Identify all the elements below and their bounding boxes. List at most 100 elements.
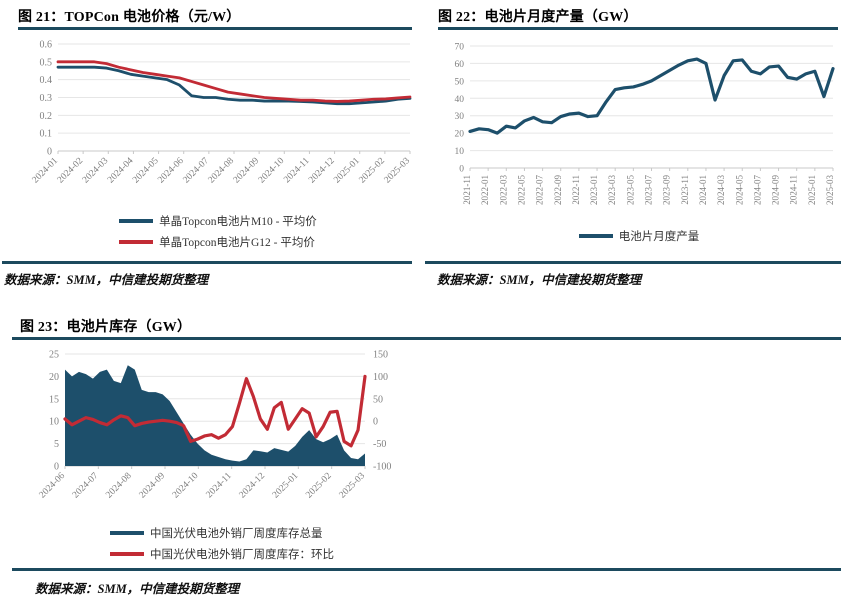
line-series [468, 57, 835, 135]
right-y-axis-tick-label: -50 [373, 439, 386, 450]
legend-swatch [110, 531, 144, 535]
y-axis-tick-label: 0.2 [40, 111, 53, 122]
x-axis-tick-label: 2025-01 [807, 175, 817, 205]
figure23-source-divider [12, 568, 841, 571]
figure21-title: 图 21：TOPCon 电池价格（元/W） [18, 10, 241, 25]
figure22-source: 数据来源：SMM，中信建投期货整理 [437, 273, 642, 287]
right-y-axis-tick-label: 150 [373, 350, 388, 361]
x-axis-tick-label: 2024-07 [71, 471, 101, 501]
x-axis-tick-label: 2024-10 [171, 471, 201, 501]
x-axis-tick-label: 2025-03 [825, 175, 835, 205]
x-axis-tick-label: 2022-07 [535, 175, 545, 205]
figure21-source-divider [2, 261, 412, 264]
y-axis-tick-label: 20 [455, 130, 465, 140]
x-axis-tick-label: 2024-10 [257, 156, 287, 186]
figure22-title: 图 22：电池片月度产量（GW） [438, 10, 638, 25]
y-axis-tick-label: 25 [49, 350, 59, 361]
x-axis-tick-label: 2022-01 [480, 175, 490, 205]
figure21-source: 数据来源：SMM，中信建投期货整理 [4, 273, 209, 287]
x-axis-tick-label: 2025-02 [358, 156, 388, 186]
x-axis-tick-label: 2024-06 [38, 471, 68, 501]
x-axis-tick-label: 2024-12 [238, 471, 268, 501]
y-axis-tick-label: 0.5 [40, 57, 53, 68]
x-axis-tick-label: 2024-09 [771, 175, 781, 205]
x-axis-tick-label: 2021-11 [462, 175, 472, 205]
x-axis-tick-label: 2024-11 [282, 156, 311, 185]
legend: 单晶Topcon电池片M10 - 平均价 单晶Topcon电池片G12 - 平均价 [119, 213, 317, 250]
x-axis-tick-label: 2025-01 [332, 156, 362, 186]
x-axis-tick-label: 2024-08 [207, 156, 237, 186]
x-axis-tick-label: 2023-05 [625, 175, 635, 205]
y-axis-tick-label: 0.1 [40, 129, 53, 140]
x-axis-tick-label: 2024-06 [156, 156, 186, 186]
x-axis-tick-label: 2023-01 [589, 175, 599, 205]
x-axis-tick-label: 2024-01 [698, 175, 708, 205]
legend-swatch [119, 240, 154, 244]
y-axis-tick-label: 15 [49, 394, 59, 405]
y-axis-tick-label: 10 [455, 147, 465, 157]
legend: 中国光伏电池外销厂周度库存总量中国光伏电池外销厂周度库存：环比 [110, 525, 334, 562]
x-axis-tick-label: 2025-02 [304, 471, 334, 501]
figure22-source-divider [425, 261, 841, 264]
y-axis-tick-label: 5 [54, 439, 59, 450]
legend-swatch [110, 552, 144, 556]
legend-label: 中国光伏电池外销厂周度库存总量 [150, 528, 323, 540]
x-axis-tick-label: 2022-11 [571, 175, 581, 205]
y-axis-tick-label: 0 [54, 462, 59, 473]
x-axis-tick-label: 2023-09 [662, 175, 672, 205]
figure23-title-divider [12, 337, 841, 340]
legend-label: 单晶Topcon电池片G12 - 平均价 [159, 237, 315, 249]
legend-item: 中国光伏电池外销厂周度库存总量 [110, 525, 323, 541]
figure22-title-divider [438, 27, 838, 30]
x-axis-tick-label: 2023-03 [607, 175, 617, 205]
area-series [65, 365, 365, 466]
y-axis-tick-label: 60 [455, 60, 465, 70]
y-axis-tick-label: 50 [455, 77, 465, 87]
y-axis-tick-label: 0.6 [40, 40, 53, 51]
figure23-source: 数据来源：SMM，中信建投期货整理 [35, 582, 240, 596]
x-axis-tick-label: 2024-08 [104, 471, 134, 501]
y-axis-tick-label: 0 [47, 147, 52, 158]
line-series [63, 374, 367, 448]
x-axis-tick-label: 2024-04 [106, 156, 136, 186]
legend-item: 中国光伏电池外销厂周度库存：环比 [110, 546, 334, 562]
y-axis-tick-label: 0.4 [40, 75, 53, 86]
legend-swatch [578, 234, 613, 238]
y-axis-tick-label: 20 [49, 372, 59, 383]
figure23-legend: 中国光伏电池外销厂周度库存总量中国光伏电池外销厂周度库存：环比 [12, 525, 432, 562]
x-axis-tick-label: 2024-07 [182, 156, 212, 186]
figure23-chart: 0 5 10 15 20 25 -100 -50 0 50 100 150 2024-06 2024-07… [38, 350, 392, 501]
figure21-legend: 单晶Topcon电池片M10 - 平均价 单晶Topcon电池片G12 - 平均价 [18, 213, 418, 250]
x-axis-tick-label: 2024-11 [789, 175, 799, 205]
figure21-title-divider [18, 27, 412, 30]
right-y-axis-tick-label: 50 [373, 394, 383, 405]
x-axis-tick-label: 2022-05 [516, 175, 526, 205]
x-axis-tick-label: 2025-03 [383, 156, 413, 186]
x-axis-tick-label: 2022-03 [498, 175, 508, 205]
x-axis-tick-label: 2024-09 [138, 471, 168, 501]
x-axis-tick-label: 2023-07 [644, 175, 654, 205]
x-axis-tick-label: 2025-03 [338, 471, 368, 501]
x-axis-tick-label: 2024-01 [31, 156, 61, 186]
x-axis-tick-label: 2025-01 [271, 471, 301, 501]
line-series [56, 65, 412, 106]
figure21-chart: 0 0.1 0.2 0.3 0.4 0.5 0.6 2024-012024-022024-03… [31, 40, 413, 186]
legend-item: 电池片月度产量 [578, 228, 700, 244]
y-axis-tick-label: 0.3 [40, 93, 53, 104]
x-axis-tick-label: 2024-02 [56, 156, 86, 186]
x-axis-tick-label: 2023-11 [680, 175, 690, 205]
x-axis-tick-label: 2024-03 [716, 175, 726, 205]
y-axis-tick-label: 0 [459, 165, 464, 175]
legend-item: 单晶Topcon电池片G12 - 平均价 [119, 234, 315, 250]
x-axis-tick-label: 2024-03 [81, 156, 111, 186]
y-axis-tick-label: 40 [455, 95, 465, 105]
x-axis-tick-label: 2024-11 [205, 471, 234, 500]
x-axis-tick-label: 2024-12 [307, 156, 337, 186]
figure22-chart: 0 10 20 30 40 50 60 70 2021-11 2022-01 2022-03 2022… [455, 43, 836, 206]
line-series [56, 60, 412, 103]
y-axis-tick-label: 10 [49, 417, 59, 428]
y-axis-tick-label: 70 [455, 43, 465, 53]
y-axis-tick-label: 30 [455, 112, 465, 122]
legend-label: 电池片月度产量 [618, 231, 700, 243]
figure22-legend: 电池片月度产量 [437, 228, 841, 244]
